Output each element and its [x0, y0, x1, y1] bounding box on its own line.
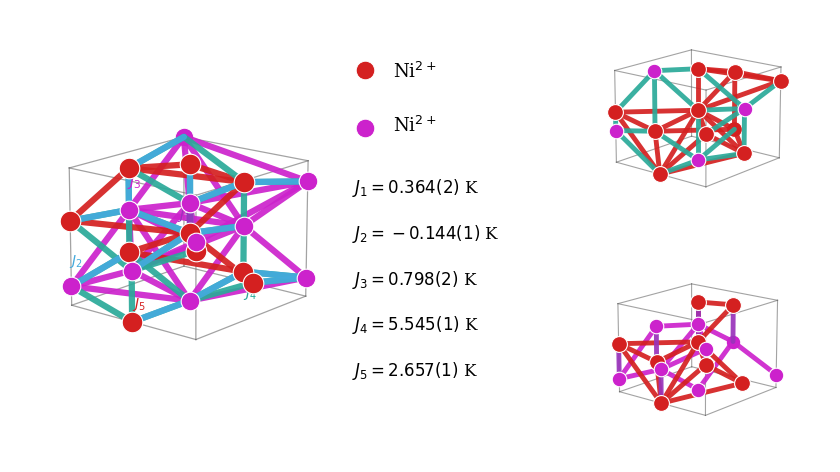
- Text: Ni$^{2+}$: Ni$^{2+}$: [393, 62, 436, 82]
- Text: $J_1 = 0.364(2)$ K: $J_1 = 0.364(2)$ K: [353, 177, 480, 199]
- Text: $J_2 = -0.144(1)$ K: $J_2 = -0.144(1)$ K: [353, 223, 500, 245]
- Text: $J_5 = 2.657(1)$ K: $J_5 = 2.657(1)$ K: [353, 360, 478, 382]
- Text: $J_3 = 0.798(2)$ K: $J_3 = 0.798(2)$ K: [353, 269, 478, 291]
- Text: $J_4 = 5.545(1)$ K: $J_4 = 5.545(1)$ K: [353, 314, 480, 337]
- Text: Ni$^{2+}$: Ni$^{2+}$: [393, 116, 436, 136]
